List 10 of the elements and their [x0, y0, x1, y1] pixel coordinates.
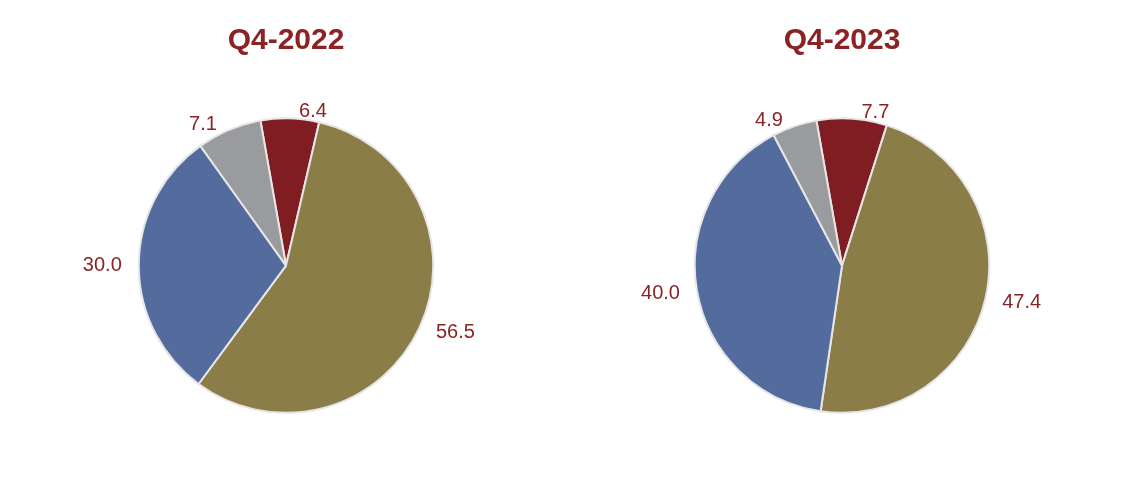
data-label: 7.1 — [189, 111, 217, 134]
data-label: 6.4 — [299, 99, 327, 122]
data-label: 30.0 — [82, 253, 122, 276]
data-label: 56.5 — [435, 319, 475, 342]
chart-title: Q4-2022 — [227, 21, 345, 55]
chart-title: Q4-2023 — [783, 21, 901, 55]
data-label: 47.4 — [1002, 289, 1042, 312]
data-label: 40.0 — [641, 280, 680, 303]
data-label: 7.7 — [861, 99, 890, 122]
data-label: 4.9 — [755, 107, 783, 130]
